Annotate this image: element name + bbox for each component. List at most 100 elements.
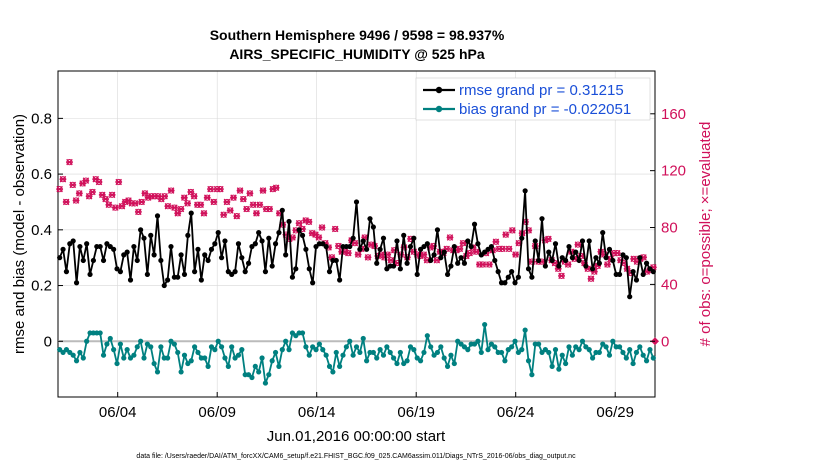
bias-point [444,363,451,369]
rmse-point [465,238,471,244]
bias-point [364,358,370,364]
obs-evaluated-marker [233,212,241,220]
rmse-point [505,274,511,280]
obs-evaluated-marker [446,234,454,241]
x-tick-label: 06/14 [298,404,336,421]
rmse-point [127,277,134,283]
obs-evaluated-marker [344,249,352,257]
rmse-point [542,263,548,269]
rmse-point [488,243,495,250]
rmse-point [299,232,306,238]
obs-evaluated-marker [207,185,214,193]
rmse-point [266,235,272,241]
right-axis-label: # of obs: o=possible; ×=evaluated [697,122,714,347]
bias-point [259,355,265,361]
bias-point [286,347,292,353]
left-tick-label: 0.4 [31,222,52,239]
obs-count-point [102,195,109,203]
right-axis: 0 40 80 120 160 [650,106,686,350]
bias-point [121,355,127,361]
rmse-point [279,207,285,213]
rmse-point [502,280,508,286]
bias-point [428,344,434,350]
bias-point [134,344,140,350]
bias-point [320,347,326,353]
obs-evaluated-marker [364,254,372,261]
obs-count-point [295,220,303,227]
x-tick-label: 06/29 [596,404,634,421]
bias-point [411,347,417,353]
rmse-point [411,235,417,241]
rmse-point [461,260,468,266]
rmse-point [77,243,83,250]
rmse-point [367,216,373,222]
bias-point [610,338,616,344]
rmse-point [616,271,623,278]
bias-point [165,355,171,361]
rmse-point [492,257,498,264]
obs-evaluated-marker [259,187,267,194]
bias-point [195,349,201,356]
bias-point [192,344,198,350]
bias-point [225,363,231,369]
obs-evaluated-marker [89,188,96,196]
obs-evaluated-marker [305,218,313,226]
bias-point [394,360,400,367]
bias-point [70,352,76,358]
bias-point [559,352,565,358]
rmse-point [208,246,215,252]
obs-count-point [318,224,326,231]
obs-count-point [502,231,510,238]
rmse-point [198,277,204,283]
obs-count-point [233,212,241,220]
bias-point [424,333,430,339]
bias-point [218,344,225,350]
obs-count-point [253,210,260,217]
obs-count-point [305,218,313,226]
left-tick-label: 0.2 [31,278,52,295]
bias-point [360,335,366,342]
obs-evaluated-marker [177,205,185,213]
rmse-point [100,257,107,264]
bias-point [114,360,120,367]
obs-count-point [272,184,280,191]
obs-count-point [75,190,83,197]
x-axis-label: Jun.01,2016 00:00:00 start [267,428,446,445]
rmse-point [283,252,289,258]
rmse-point [475,241,481,247]
bias-point [441,355,447,361]
right-tick-label: 80 [661,220,678,237]
rmse-point [347,243,353,250]
rmse-point [401,232,407,238]
obs-count-point [164,202,172,210]
bias-point [124,347,130,353]
obs-evaluated-marker [184,200,191,207]
rmse-point [509,269,515,275]
rmse-point [606,246,613,252]
obs-evaluated-marker [318,224,326,231]
bias-point [357,349,363,356]
rmse-point [539,216,545,222]
obs-evaluated-marker [246,190,254,197]
obs-evaluated-marker [72,197,80,204]
bias-point [438,344,444,350]
obs-evaluated-marker [587,275,595,282]
bias-point [171,341,177,347]
obs-count-point [485,261,493,268]
obs-evaluated-marker [479,261,487,268]
rmse-point [643,260,650,266]
obs-count-point [456,245,464,253]
bias-point [603,344,609,350]
rmse-point [188,210,194,216]
rmse-point [222,238,228,244]
bias-point [586,347,592,353]
bias-point [637,344,643,350]
rmse-point [596,260,602,266]
obs-count-point [420,251,428,258]
rmse-point [161,282,167,289]
bias-point [276,363,282,369]
obs-count-point [230,194,237,201]
obs-count-point [505,245,513,253]
rmse-point [269,263,275,269]
obs-evaluated-marker [459,239,467,247]
